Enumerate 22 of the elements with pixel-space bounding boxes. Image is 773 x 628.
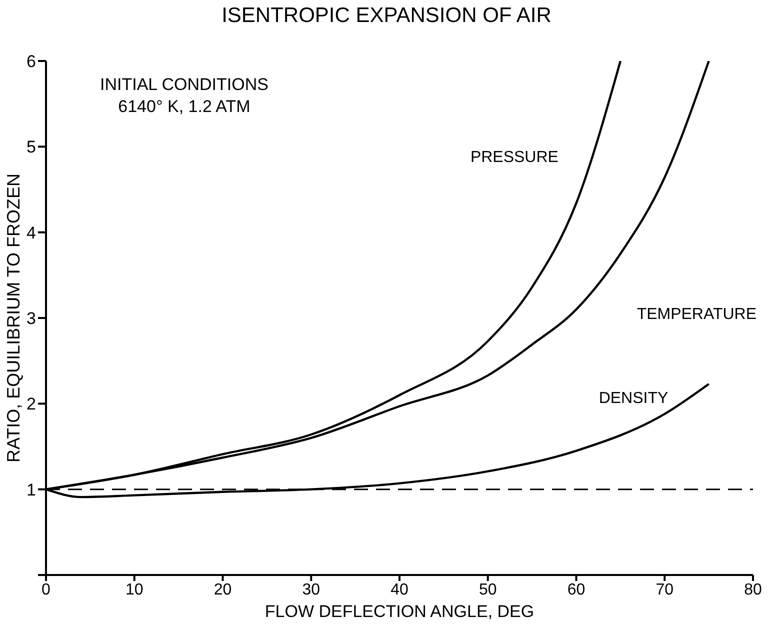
y-tick-label: 1 [26,480,36,500]
y-tick-label: 6 [26,52,36,72]
x-tick-label: 50 [478,581,497,598]
annotation: INITIAL CONDITIONS 6140° K, 1.2 ATM [100,74,268,118]
text: TEMPERATURE [636,306,757,324]
x-tick-label: 80 [744,581,762,598]
y-tick-label: 2 [26,394,36,414]
x-tick-label: 10 [125,581,144,598]
series-label: DENSITY [598,390,668,408]
y-axis-title: RATIO, EQUILIBRIUM TO FROZEN [4,173,24,463]
x-axis-title: FLOW DEFLECTION ANGLE, DEG [264,602,536,622]
series-label: PRESSURE [470,149,558,167]
x-tick-label: 0 [42,581,51,598]
x-tick-label: 60 [567,581,586,598]
x-tick-label: 20 [214,581,232,598]
y-tick-label: 4 [26,223,36,242]
y-tick-label: 5 [26,138,36,157]
x-tick-label: 70 [656,581,674,598]
x-tick-label: 30 [302,581,320,598]
x-tick-label: 40 [390,581,408,598]
chart-title: ISENTROPIC EXPANSION OF AIR [220,4,552,28]
y-tick-label: 3 [26,309,36,328]
